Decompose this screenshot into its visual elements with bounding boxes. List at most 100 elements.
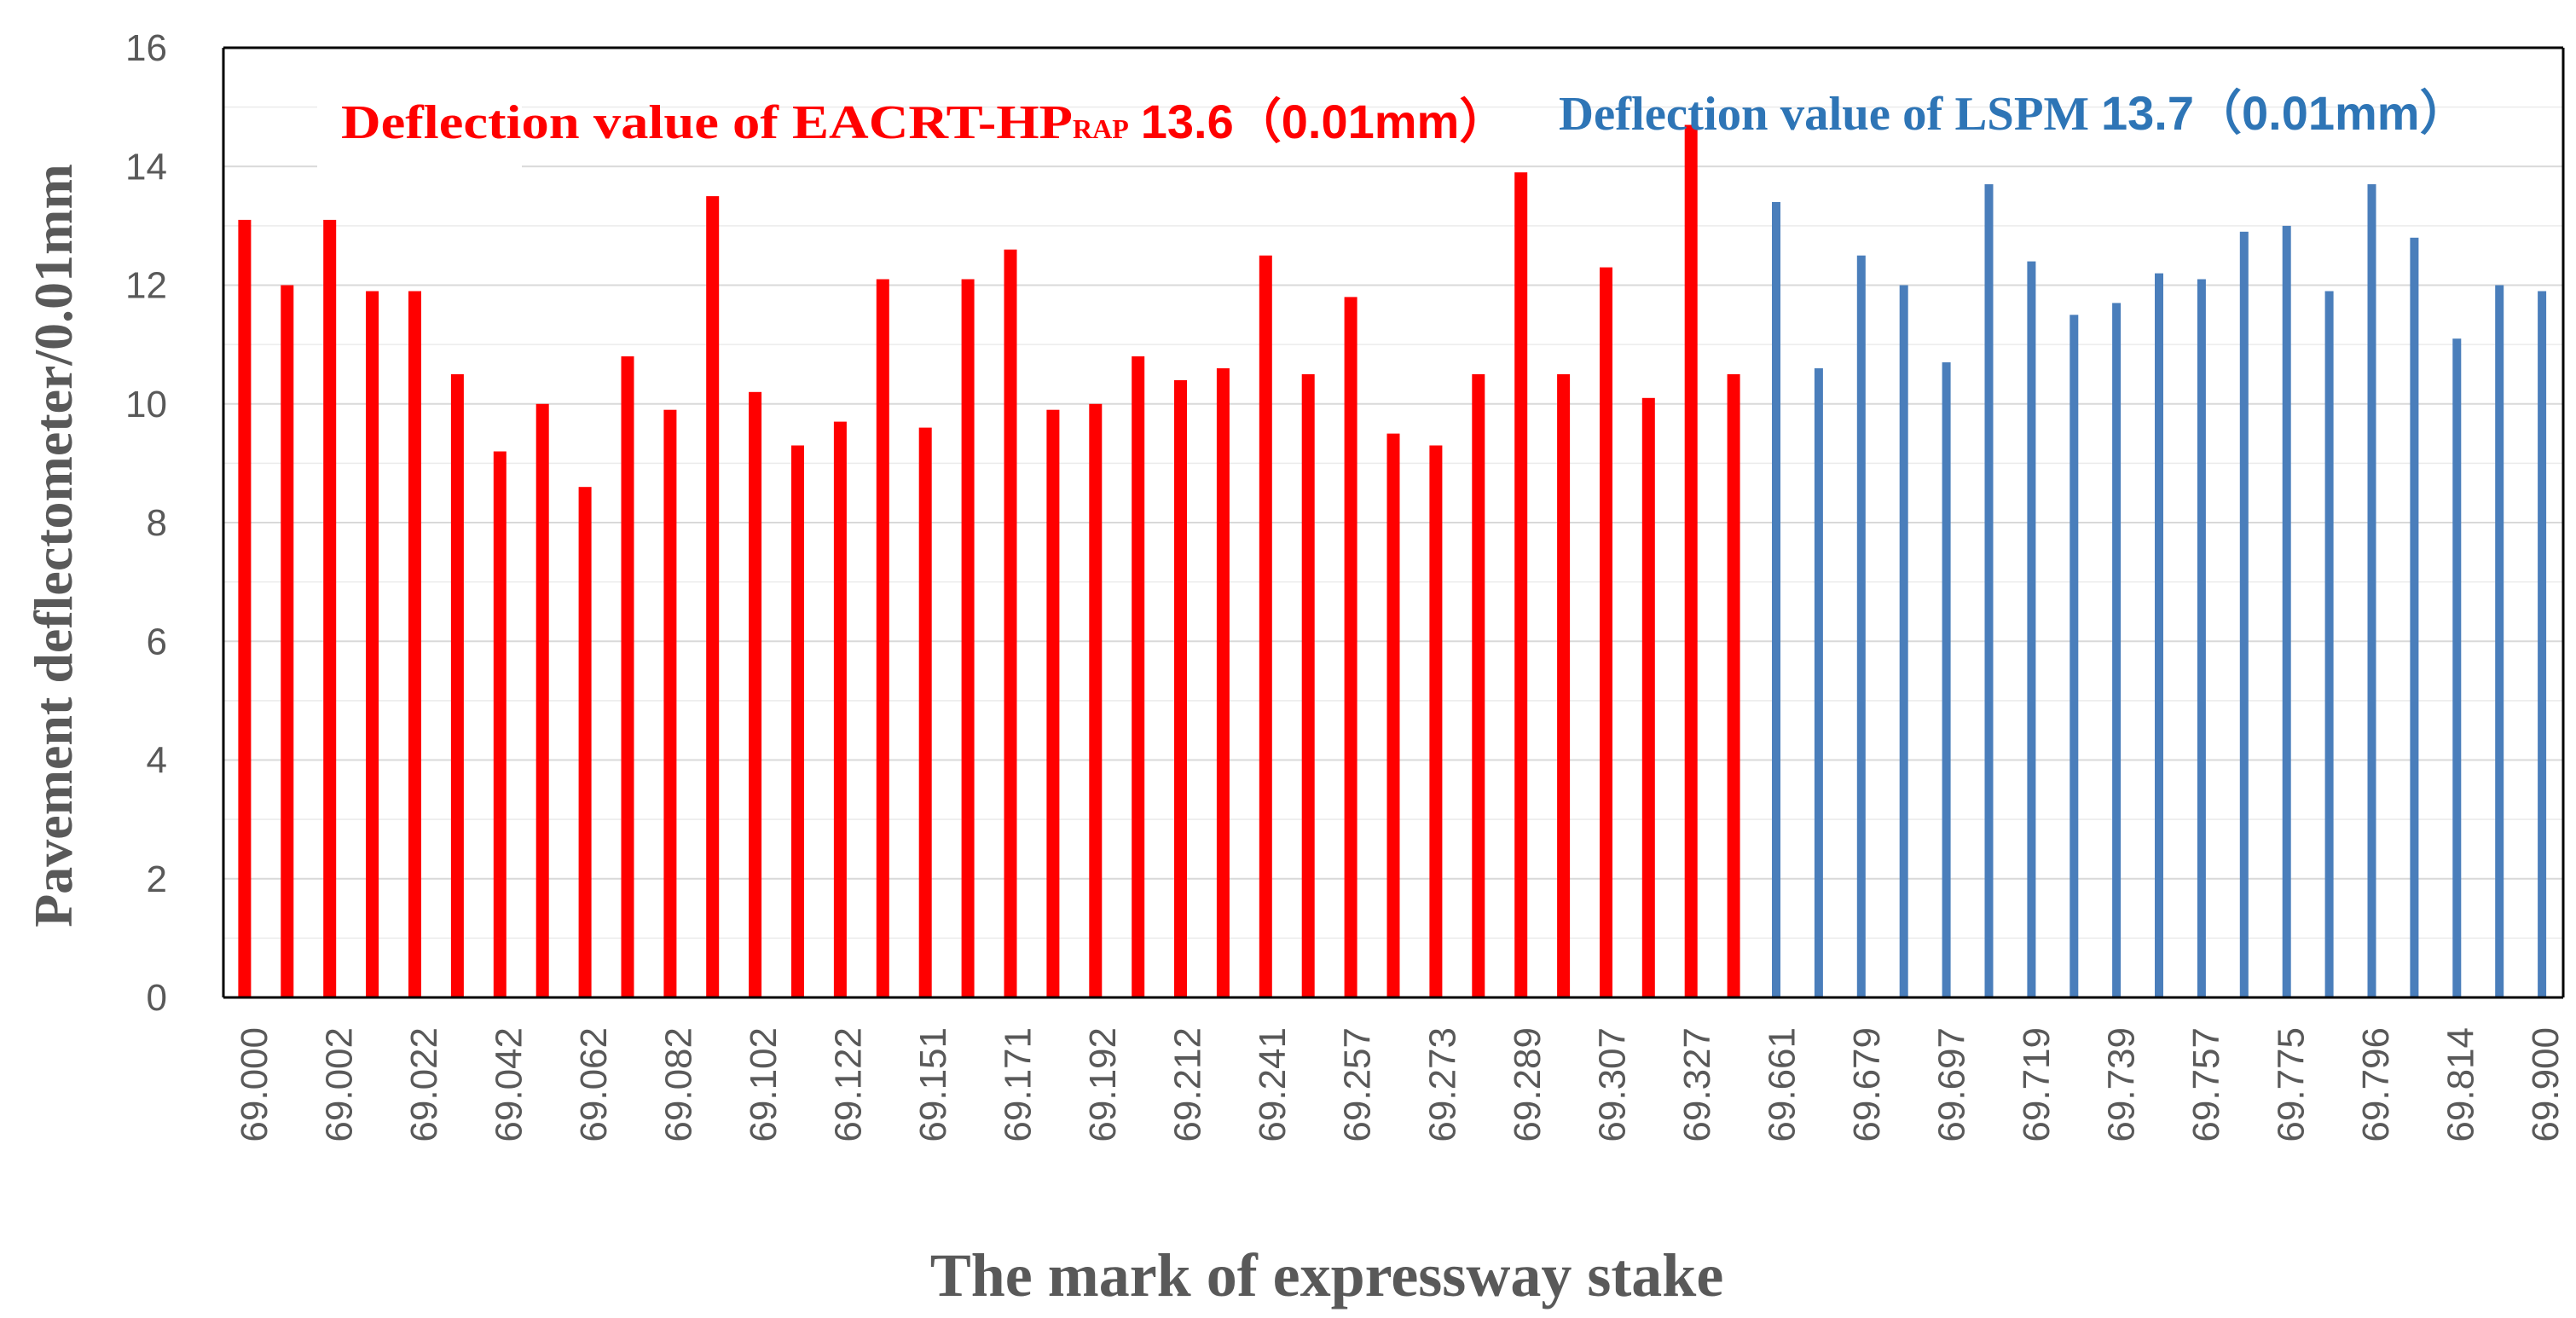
x-axis-title: The mark of expressway stake <box>930 1241 1724 1309</box>
x-tick-label: 69.697 <box>1931 1027 1972 1142</box>
annotation-eacrt-subscript: RAP <box>1073 113 1129 144</box>
bar-eacrt-hprap <box>1344 297 1357 997</box>
bar-eacrt-hprap <box>791 445 804 997</box>
annotation-background <box>317 84 522 169</box>
y-tick-label: 12 <box>125 265 167 307</box>
y-tick-label: 0 <box>147 977 167 1019</box>
y-tick-label: 8 <box>147 502 167 544</box>
x-tick-label: 69.122 <box>828 1027 870 1142</box>
bar-eacrt-hprap <box>535 403 549 998</box>
bar-lspm <box>1899 285 1908 997</box>
y-tick-label: 6 <box>147 621 167 662</box>
x-tick-label: 69.042 <box>489 1027 530 1142</box>
annotation-lspm-value: 13.7 <box>2101 86 2194 140</box>
bar-lspm <box>2197 279 2206 997</box>
bar-lspm <box>1984 184 1994 998</box>
bar-eacrt-hprap <box>238 219 252 997</box>
x-tick-label: 69.022 <box>403 1027 445 1142</box>
bar-lspm <box>1856 255 1866 997</box>
annotation-lspm-unit: （0.01mm） <box>2194 86 2468 140</box>
x-tick-label: 69.192 <box>1082 1027 1124 1142</box>
bar-eacrt-hprap <box>1174 379 1187 997</box>
x-tick-label: 69.796 <box>2355 1027 2397 1142</box>
bar-lspm <box>1772 202 1780 997</box>
x-tick-label: 69.062 <box>573 1027 615 1142</box>
bar-lspm <box>2069 315 2079 997</box>
bar-lspm <box>2282 225 2291 997</box>
bar-eacrt-hprap <box>323 219 337 997</box>
x-tick-label: 69.102 <box>743 1027 784 1142</box>
x-tick-label: 69.000 <box>234 1027 275 1142</box>
x-tick-label: 69.719 <box>2016 1027 2058 1142</box>
x-tick-label: 69.661 <box>1761 1027 1803 1142</box>
axes <box>222 46 2565 999</box>
y-axis-title: Pavement deflectometer/0.01mm <box>23 164 84 928</box>
x-tick-label: 69.739 <box>2100 1027 2142 1142</box>
bar-eacrt-hprap <box>663 409 677 997</box>
bar-eacrt-hprap <box>1259 255 1272 997</box>
bar-eacrt-hprap <box>749 391 762 997</box>
annotation-lspm-prefix: Deflection value of LSPM <box>1559 88 2089 141</box>
x-tick-label: 69.327 <box>1676 1027 1718 1142</box>
x-tick-label: 69.257 <box>1337 1027 1379 1142</box>
x-tick-label: 69.289 <box>1507 1027 1548 1142</box>
bar-eacrt-hprap <box>621 356 634 997</box>
bar-eacrt-hprap <box>1429 445 1443 997</box>
bar-eacrt-hprap <box>1600 267 1612 998</box>
bar-lspm <box>2324 291 2334 997</box>
x-tick-label: 69.775 <box>2270 1027 2312 1142</box>
bar-lspm <box>2495 285 2504 997</box>
bar-eacrt-hprap <box>578 487 592 997</box>
y-tick-labels: 0 2 4 6 8 10 12 14 16 <box>125 27 167 1019</box>
x-tick-label: 69.151 <box>912 1027 954 1142</box>
x-tick-label: 69.814 <box>2440 1027 2482 1142</box>
bar-eacrt-hprap <box>918 427 932 998</box>
bars <box>238 124 2547 998</box>
y-tick-label: 2 <box>147 858 167 900</box>
bar-eacrt-hprap <box>876 279 889 997</box>
x-tick-label: 69.241 <box>1252 1027 1294 1142</box>
x-tick-label: 69.082 <box>658 1027 700 1142</box>
annotation-lspm: Deflection value of LSPM 13.7（0.01mm） <box>1559 86 2468 141</box>
annotation-eacrt-unit: （0.01mm） <box>1234 95 1508 148</box>
bar-eacrt-hprap <box>493 451 507 997</box>
bar-eacrt-hprap <box>706 196 720 998</box>
x-tick-label: 69.679 <box>1846 1027 1888 1142</box>
y-tick-label: 16 <box>125 27 167 69</box>
bar-eacrt-hprap <box>1727 373 1740 997</box>
bar-eacrt-hprap <box>1386 433 1400 998</box>
bar-lspm <box>2239 231 2249 997</box>
bar-lspm <box>2367 184 2376 998</box>
bar-eacrt-hprap <box>1472 373 1485 997</box>
bar-lspm <box>2538 291 2547 997</box>
bar-eacrt-hprap <box>450 373 464 997</box>
y-tick-label: 4 <box>147 740 167 782</box>
bar-eacrt-hprap <box>1089 403 1103 998</box>
x-tick-label: 69.273 <box>1421 1027 1463 1142</box>
bar-eacrt-hprap <box>1514 172 1528 997</box>
bar-eacrt-hprap <box>833 421 847 998</box>
bar-lspm <box>1814 368 1823 997</box>
x-tick-labels: 69.000 69.002 69.022 69.042 69.062 69.082 69.1… <box>234 1027 2567 1142</box>
x-tick-label: 69.757 <box>2185 1027 2227 1142</box>
bar-lspm <box>2027 261 2036 998</box>
annotation-eacrt: Deflection value of EACRT-HPRAP 13.6（0.01… <box>341 95 1507 149</box>
y-tick-label: 14 <box>125 146 167 188</box>
bar-eacrt-hprap <box>1641 397 1655 997</box>
bar-lspm <box>2452 338 2462 997</box>
bar-eacrt-hprap <box>1684 124 1698 997</box>
bar-lspm <box>1942 362 1951 997</box>
annotation-eacrt-value: 13.6 <box>1141 95 1234 148</box>
bar-eacrt-hprap <box>1557 373 1571 997</box>
annotation-eacrt-prefix: Deflection value of EACRT-HP <box>341 96 1073 149</box>
bar-eacrt-hprap <box>1216 368 1230 997</box>
bar-eacrt-hprap <box>281 285 294 997</box>
bar-eacrt-hprap <box>961 279 975 997</box>
bar-lspm <box>2155 273 2163 998</box>
bar-lspm <box>2410 237 2419 997</box>
x-tick-label: 69.171 <box>998 1027 1039 1142</box>
bar-lspm <box>2112 303 2122 997</box>
bar-eacrt-hprap <box>366 291 379 997</box>
